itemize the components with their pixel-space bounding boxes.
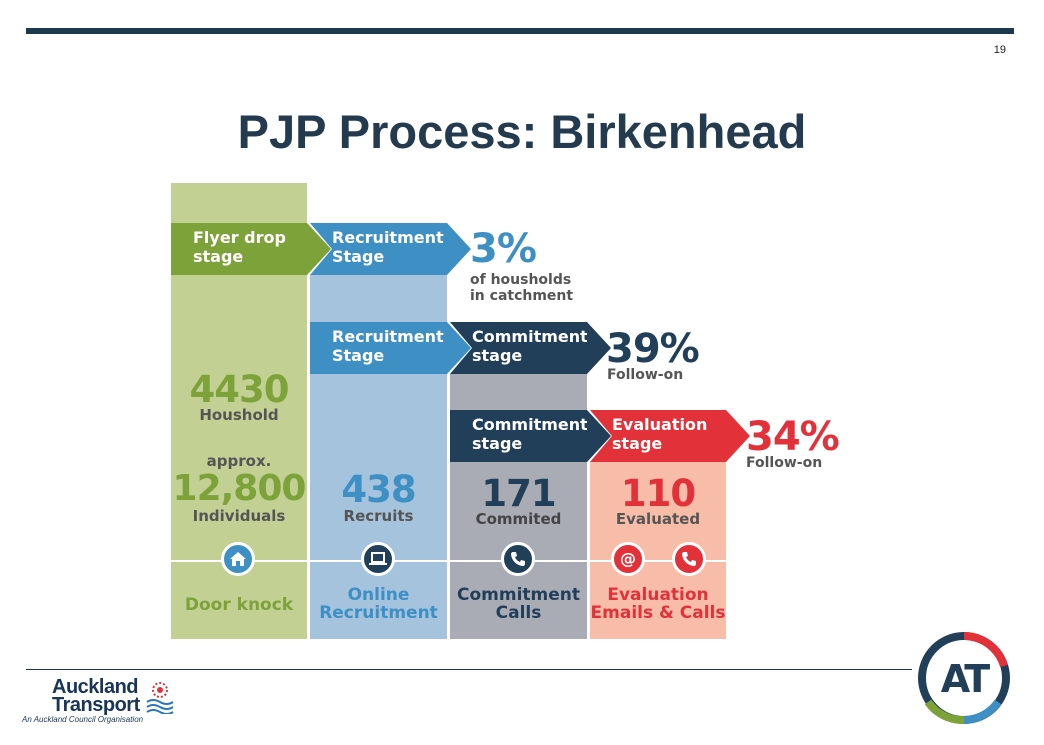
arrow-label-line2: Stage <box>332 346 385 365</box>
phone-icon <box>672 542 706 576</box>
rate-note: Follow-on <box>746 455 823 471</box>
rate-note: Follow-on <box>607 367 684 383</box>
individuals-label: Individuals <box>192 507 286 525</box>
commited-count: 171 <box>481 472 556 515</box>
rate-note-line2: in catchment <box>470 288 574 304</box>
method-line1: Evaluation <box>607 585 709 605</box>
arrow-flyer-drop-stage: Flyer drop stage <box>171 223 307 275</box>
arrow-tip <box>587 322 611 374</box>
arrow-recruitment-stage-1: Recruitment Stage <box>310 223 447 275</box>
evaluated-count: 110 <box>620 472 696 515</box>
method-evaluation-emails-calls: Evaluation Emails & Calls <box>590 585 726 623</box>
commited-label: Commited <box>475 510 562 528</box>
arrow-tip <box>447 223 471 275</box>
house-icon <box>221 542 255 576</box>
page-title: PJP Process: Birkenhead <box>237 105 807 158</box>
arrow-label-line1: Commitment <box>472 415 588 434</box>
arrow-tip <box>726 410 750 462</box>
individuals-count: 12,800 <box>172 468 307 509</box>
arrow-evaluation-stage: Evaluation stage <box>590 410 726 462</box>
at-logo-text: AT <box>941 657 990 701</box>
method-line1: Online <box>347 585 410 605</box>
at-sign-icon: @ <box>611 542 645 576</box>
recruits-label: Recruits <box>343 507 414 525</box>
household-label: Houshold <box>199 406 279 424</box>
method-line2: Emails & Calls <box>590 602 726 623</box>
logo-subtitle: An Auckland Council Organisation <box>22 715 144 724</box>
arrow-tip <box>587 410 611 462</box>
method-line1: Commitment <box>456 585 580 605</box>
arrow-commitment-stage-2: Commitment stage <box>450 410 588 462</box>
arrow-label-line2: Stage <box>332 247 385 266</box>
approx-label: approx. <box>206 452 272 470</box>
method-door-knock: Door knock <box>184 595 294 615</box>
rate-note-line1: of housholds <box>470 272 572 288</box>
household-count: 4430 <box>189 368 290 411</box>
recruits-count: 438 <box>341 468 416 511</box>
arrow-label-line2: stage <box>193 247 244 266</box>
divider-line <box>171 560 726 562</box>
auckland-transport-logo: Auckland Transport <box>52 676 140 716</box>
arrow-label-line2: stage <box>472 434 523 453</box>
arrow-label-line2: stage <box>472 346 523 365</box>
arrow-commitment-stage-1: Commitment stage <box>450 322 587 374</box>
rate-note: of housholds in catchment <box>470 272 573 304</box>
pohutukawa-flower-icon <box>146 682 174 714</box>
laptop-icon <box>361 542 395 576</box>
method-commitment-calls: Commitment Calls <box>450 585 587 623</box>
page-number: 19 <box>993 44 1006 56</box>
arrow-tip <box>307 223 331 275</box>
arrow-tip <box>447 322 471 374</box>
arrow-label-line2: stage <box>612 434 663 453</box>
arrow-label-line1: Recruitment <box>332 327 444 346</box>
method-line2: Recruitment <box>319 602 438 623</box>
arrow-label-line1: Commitment <box>472 327 588 346</box>
phone-icon <box>501 542 535 576</box>
arrow-label-line1: Recruitment <box>332 228 444 247</box>
rate-percent-39: 39% <box>606 326 700 372</box>
logo-line2: Transport <box>52 694 140 716</box>
arrow-label-line1: Flyer drop <box>193 228 286 247</box>
evaluated-label: Evaluated <box>615 510 701 528</box>
method-online-recruitment: Online Recruitment <box>310 585 447 623</box>
at-logo-icon: AT <box>918 632 1010 724</box>
method-line2: Calls <box>495 602 542 623</box>
rate-percent-34: 34% <box>746 414 840 460</box>
rate-percent-3: 3% <box>470 226 537 272</box>
arrow-label-line1: Evaluation <box>612 415 708 434</box>
top-rule <box>26 28 1014 34</box>
arrow-recruitment-stage-2: Recruitment Stage <box>310 322 447 374</box>
bottom-rule <box>26 669 912 670</box>
logo-line1: Auckland <box>52 676 139 698</box>
